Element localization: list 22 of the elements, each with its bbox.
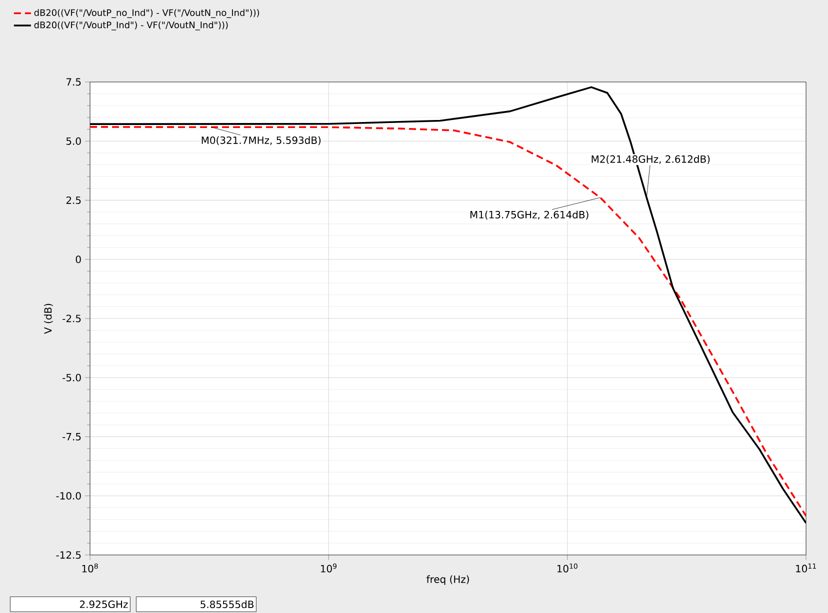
x-tick-label: 10$^{8}$ [82, 564, 98, 572]
annotation: M0(321.7MHz, 5.593dB) [202, 136, 321, 146]
y-tick-label: 0 [76, 256, 81, 264]
x-tick-label: 10$^{11}$ [796, 564, 816, 572]
legend-label: dB20((VF("/VoutP_Ind") - VF("/VoutN_Ind"))) [34, 21, 228, 30]
text: 5.85555dB [200, 600, 254, 608]
x-tick-label: 10$^{9}$ [320, 564, 337, 572]
x-axis-title: freq (Hz) [426, 575, 469, 585]
y-tick-label: -10.0 [56, 492, 81, 500]
x-tick-label: 10$^{10}$ [557, 564, 578, 572]
y-tick-label: -7.5 [62, 433, 81, 440]
annotation: M1(13.75GHz, 2.614dB) [470, 210, 588, 220]
y-tick-label: -2.5 [62, 314, 81, 322]
annotation: M2(21.48GHz, 2.612dB) [592, 155, 710, 164]
y-tick-label: 5.0 [66, 137, 81, 145]
y-tick-label: -12.5 [56, 551, 81, 559]
y-tick-label: -5.0 [62, 374, 81, 382]
y-tick-label: 2.5 [66, 196, 81, 204]
y-axis-title: V (dB) [44, 304, 53, 334]
text: 2.925GHz [80, 600, 128, 608]
y-tick-label: 7.5 [66, 78, 81, 86]
legend-label: dB20((VF("/VoutP_no_Ind") - VF("/VoutN_no_Ind"))) [34, 9, 260, 18]
